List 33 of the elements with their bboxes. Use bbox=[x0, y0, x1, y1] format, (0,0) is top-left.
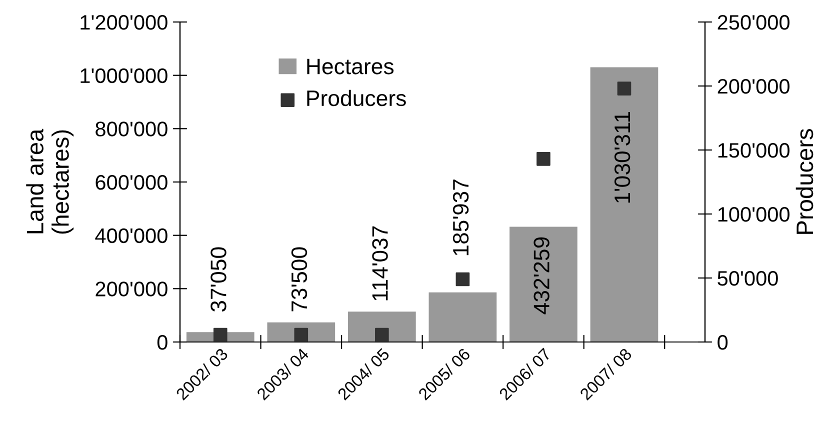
data-label: 432'259 bbox=[534, 237, 550, 314]
data-label: 1'030'311 bbox=[614, 112, 630, 203]
bar bbox=[590, 67, 658, 342]
data-label: 114'037 bbox=[372, 226, 388, 300]
y-tick-label: 0 bbox=[157, 335, 168, 350]
y2-tick-label: 0 bbox=[718, 335, 728, 350]
bar bbox=[348, 312, 416, 342]
y-tick-label: 400'000 bbox=[95, 228, 168, 244]
y2-tick-label: 50'000 bbox=[718, 271, 778, 286]
y2-tick-label: 200'000 bbox=[718, 79, 790, 94]
bar bbox=[428, 292, 497, 342]
bar bbox=[510, 226, 578, 342]
y2-tick-label: 250'000 bbox=[718, 15, 790, 30]
point bbox=[294, 328, 308, 342]
y-tick-label: 1'200'000 bbox=[80, 15, 168, 30]
point bbox=[617, 82, 632, 96]
y-tick-label: 600'000 bbox=[96, 175, 168, 190]
legend-label: Producers bbox=[307, 90, 406, 106]
y-axis-title: Land area (hectares) bbox=[26, 128, 74, 234]
data-label: 185'937 bbox=[452, 180, 469, 256]
y-tick-label: 800'000 bbox=[96, 122, 168, 136]
point bbox=[213, 328, 228, 342]
y-tick-label: 1'000'000 bbox=[80, 68, 168, 84]
point bbox=[456, 272, 470, 286]
point bbox=[375, 328, 389, 342]
y2-tick-label: 100'000 bbox=[718, 207, 790, 222]
legend-label: Hectares bbox=[307, 58, 394, 74]
data-label: 37'050 bbox=[210, 247, 226, 312]
y-tick-label: 200'000 bbox=[96, 282, 168, 296]
y2-axis-title: Producers bbox=[796, 129, 814, 234]
y2-tick-label: 150'000 bbox=[718, 143, 790, 158]
point bbox=[536, 152, 550, 166]
data-label: 73'500 bbox=[291, 247, 308, 312]
